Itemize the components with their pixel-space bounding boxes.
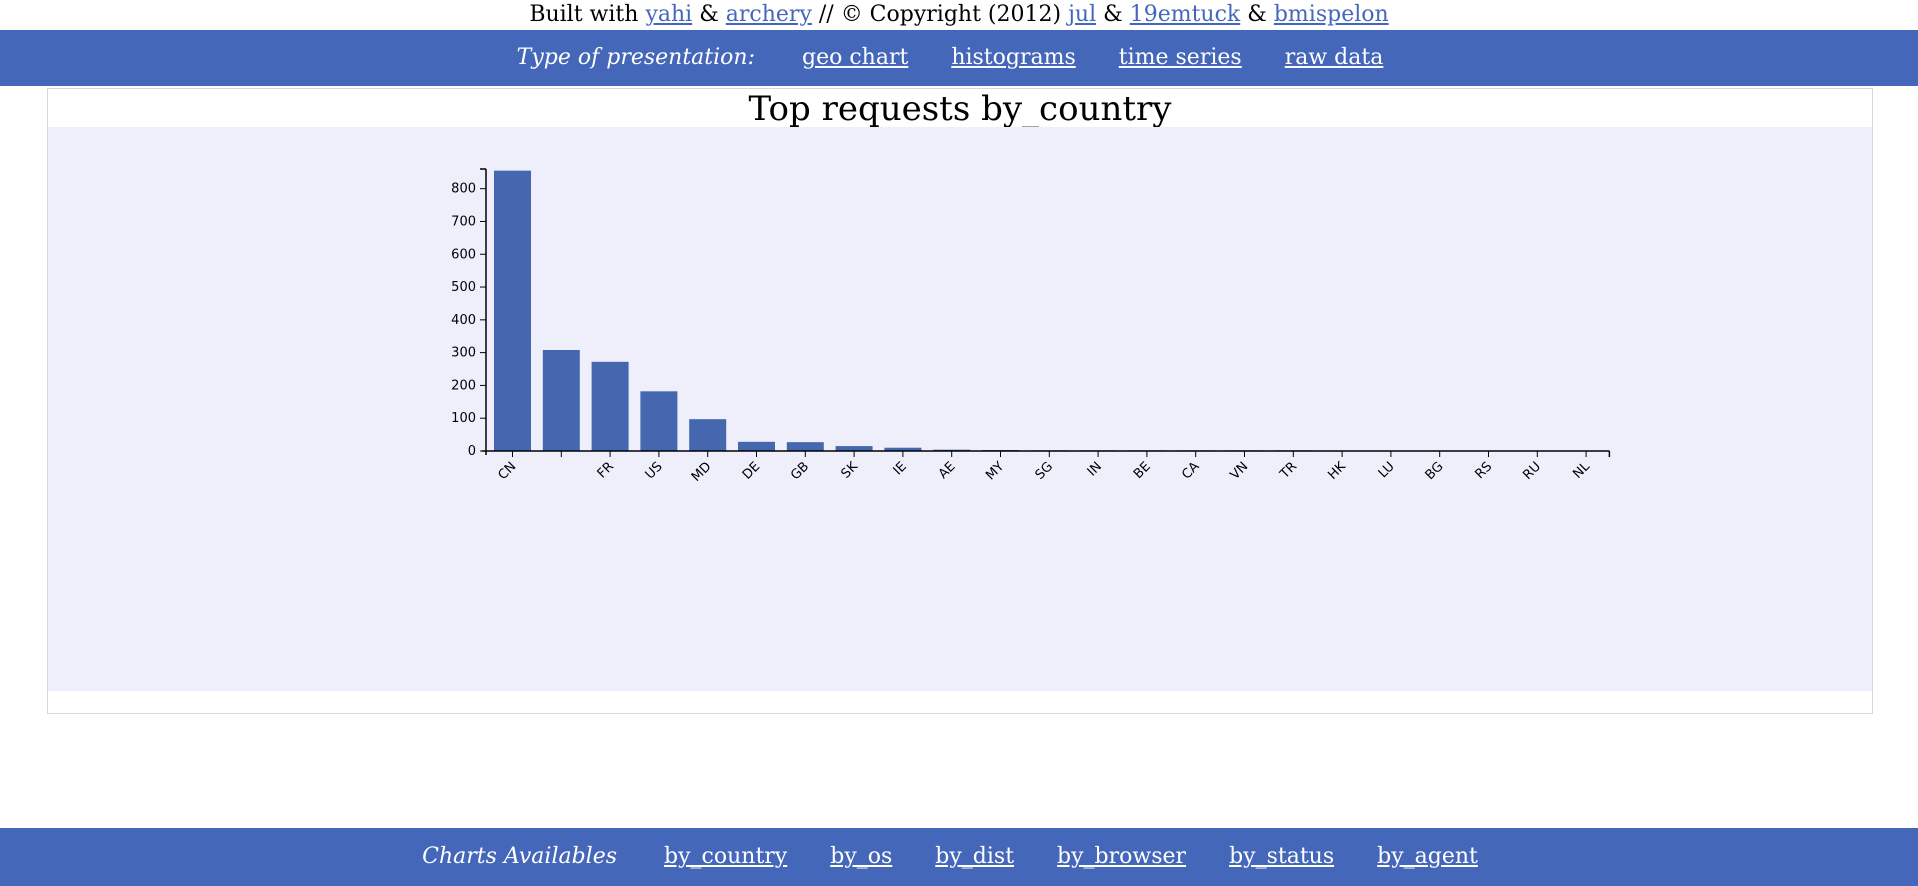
yahi-link[interactable]: yahi <box>645 2 693 27</box>
nav-by-browser[interactable]: by_browser <box>1057 844 1187 869</box>
x-tick-label-IE: IE <box>891 459 910 478</box>
x-tick-label-CN: CN <box>495 459 519 483</box>
ampersand-text: & <box>699 2 719 27</box>
bar-DE <box>738 441 775 451</box>
x-tick-label-VN: VN <box>1228 459 1252 483</box>
bar-CN <box>494 170 531 451</box>
x-tick-label-SG: SG <box>1033 459 1057 483</box>
x-tick-label-HK: HK <box>1325 459 1349 483</box>
x-tick-label-LU: LU <box>1376 459 1398 481</box>
nav-by-os[interactable]: by_os <box>830 844 893 869</box>
x-tick-label-RU: RU <box>1520 459 1544 483</box>
bar-chart: 0 100 200 300 400 500 600 700 800 CN FR US MD DE GB SK I… <box>451 168 1611 485</box>
bar-GB <box>786 442 824 451</box>
bar-IE <box>884 447 922 451</box>
x-tick-label-AE: AE <box>936 459 959 482</box>
x-tick-label-FR: FR <box>595 459 617 481</box>
nav-by-agent[interactable]: by_agent <box>1377 844 1478 869</box>
ampersand-text: & <box>1103 2 1123 27</box>
bar-FR <box>591 361 629 451</box>
y-tick-label-200: 200 <box>451 378 476 393</box>
x-tick-label-MD: MD <box>689 459 715 485</box>
bar-US <box>640 391 678 451</box>
nav-by-dist[interactable]: by_dist <box>935 844 1015 869</box>
x-tick-label-GB: GB <box>788 459 812 483</box>
bar-MD <box>689 419 727 451</box>
nav-time-series[interactable]: time series <box>1118 45 1242 70</box>
built-with-text: Built with <box>529 2 639 27</box>
nav-geo-chart[interactable]: geo chart <box>802 45 909 70</box>
nav-raw-data[interactable]: raw data <box>1284 45 1384 70</box>
copyright-text: // © Copyright (2012) <box>818 2 1062 27</box>
charts-label: Charts Availables <box>422 844 618 869</box>
x-tick-label-NL: NL <box>1570 459 1593 482</box>
archery-link[interactable]: archery <box>725 2 812 27</box>
x-tick-label-MY: MY <box>983 459 1007 483</box>
x-tick-label-US: US <box>643 459 666 482</box>
y-tick-label-300: 300 <box>451 346 476 361</box>
bar-unlabeled <box>542 350 580 451</box>
y-tick-label-600: 600 <box>451 247 476 262</box>
y-tick-label-400: 400 <box>451 313 476 328</box>
19emtuck-link[interactable]: 19emtuck <box>1129 2 1241 27</box>
chart-panel: Top requests by_country 0 100 200 300 400 500… <box>47 88 1873 714</box>
x-tick-label-SK: SK <box>838 459 861 482</box>
jul-link[interactable]: jul <box>1068 2 1097 27</box>
x-tick-label-BG: BG <box>1423 459 1447 483</box>
y-tick-label-100: 100 <box>451 411 476 426</box>
x-tick-label-TR: TR <box>1277 459 1300 482</box>
y-tick-label-800: 800 <box>451 182 476 197</box>
nav-by-status[interactable]: by_status <box>1229 844 1335 869</box>
credits-line: Built with yahi & archery // © Copyright… <box>0 0 1918 30</box>
nav-histograms[interactable]: histograms <box>951 45 1076 70</box>
nav-by-country[interactable]: by_country <box>664 844 788 869</box>
x-tick-label-RS: RS <box>1472 459 1495 482</box>
y-tick-label-500: 500 <box>451 280 476 295</box>
x-tick-label-IN: IN <box>1085 459 1105 479</box>
y-tick-label-700: 700 <box>451 214 476 229</box>
x-tick-label-CA: CA <box>1179 459 1202 482</box>
presentation-label: Type of presentation: <box>516 45 755 70</box>
chart-title: Top requests by_country <box>748 89 1172 129</box>
bmispelon-link[interactable]: bmispelon <box>1273 2 1389 27</box>
presentation-nav: Type of presentation: geo chart histogra… <box>0 30 1918 86</box>
x-tick-label-DE: DE <box>740 459 764 483</box>
y-tick-label-0: 0 <box>468 444 476 459</box>
ampersand-text: & <box>1247 2 1267 27</box>
plot-area: 0 100 200 300 400 500 600 700 800 CN FR US MD DE GB SK I… <box>48 127 1872 691</box>
charts-nav: Charts Availables by_country by_os by_di… <box>0 828 1918 886</box>
bar-SK <box>835 446 873 451</box>
x-tick-label-BE: BE <box>1131 459 1154 482</box>
